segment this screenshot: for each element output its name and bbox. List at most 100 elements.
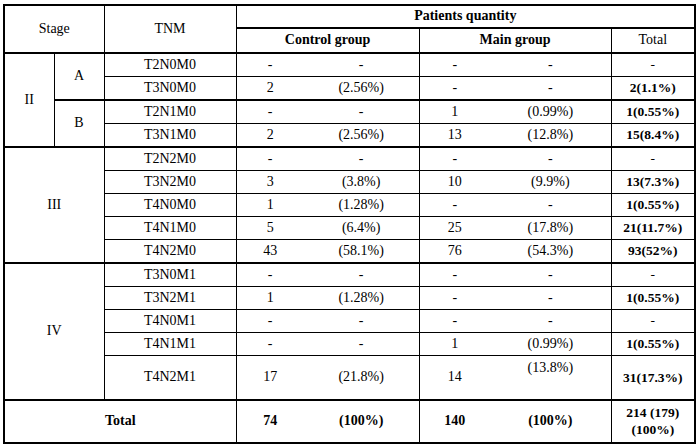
control-percent: (21.8%) [304, 369, 419, 385]
main-cell: 76(54.3%) [419, 240, 611, 264]
main-percent: - [490, 57, 610, 73]
tnm-cell: T3N2M0 [104, 171, 236, 194]
total-cell: 1(0.55%) [611, 333, 695, 356]
control-percent: - [304, 336, 419, 352]
main-count: 25 [420, 220, 491, 236]
main-percent: (17.8%) [490, 220, 610, 236]
total-cell: 93(52%) [611, 240, 695, 264]
header-main-group: Main group [419, 28, 611, 53]
grand-total-line2: (100%) [612, 422, 695, 439]
total-cell: - [611, 53, 695, 77]
total-cell: 1(0.55%) [611, 194, 695, 217]
main-cell: 25(17.8%) [419, 217, 611, 240]
control-count: 2 [237, 127, 304, 143]
header-control-group: Control group [236, 28, 419, 53]
tnm-patients-table: Stage TNM Patients quantity Control grou… [3, 4, 696, 444]
stage-sub-cell-b: B [54, 100, 104, 147]
table-row: IV T3N0M1 -- -- - [4, 263, 695, 287]
tnm-cell: T3N2M1 [104, 287, 236, 310]
control-cell: 2(2.56%) [236, 77, 419, 101]
main-percent: - [490, 267, 610, 283]
control-cell: 1(1.28%) [236, 287, 419, 310]
header-stage: Stage [4, 5, 104, 53]
control-count: 2 [237, 80, 304, 96]
control-count: 1 [237, 197, 304, 213]
total-main-cell: 140(100%) [419, 400, 611, 443]
control-count: - [237, 267, 304, 283]
main-cell: -- [419, 194, 611, 217]
table-row: T4N2M1 17(21.8%) 14(13.8%) 31(17.3%) [4, 356, 695, 401]
tnm-cell: T4N1M1 [104, 333, 236, 356]
control-cell: -- [236, 147, 419, 171]
main-count: 1 [420, 336, 491, 352]
stage-cell-iv: IV [4, 263, 104, 400]
control-cell: 5(6.4%) [236, 217, 419, 240]
main-count: 14 [420, 369, 491, 385]
main-percent: - [490, 151, 610, 167]
tnm-cell: T4N0M0 [104, 194, 236, 217]
total-cell: 1(0.55%) [611, 287, 695, 310]
table-row: T3N2M0 3(3.8%) 10(9.9%) 13(7.3%) [4, 171, 695, 194]
main-cell: -- [419, 53, 611, 77]
main-count: - [420, 57, 491, 73]
main-cell: -- [419, 147, 611, 171]
stage-cell-ii: II [4, 53, 54, 147]
main-count: - [420, 197, 491, 213]
main-count: 1 [420, 104, 491, 120]
tnm-cell: T2N2M0 [104, 147, 236, 171]
total-row-label: Total [4, 400, 236, 443]
control-percent: - [304, 267, 419, 283]
main-percent: - [490, 80, 610, 96]
control-count: 43 [237, 243, 304, 259]
control-percent: - [304, 57, 419, 73]
main-cell: -- [419, 263, 611, 287]
control-percent: (3.8%) [304, 174, 419, 190]
total-cell: - [611, 263, 695, 287]
page: Stage TNM Patients quantity Control grou… [0, 0, 696, 444]
grand-total-line1: 214 (179) [612, 405, 695, 422]
control-cell: 2(2.56%) [236, 124, 419, 148]
control-percent: (1.28%) [304, 197, 419, 213]
control-count: - [237, 313, 304, 329]
main-count: - [420, 290, 491, 306]
control-percent: (1.28%) [304, 290, 419, 306]
tnm-cell: T3N1M0 [104, 124, 236, 148]
tnm-cell: T2N1M0 [104, 100, 236, 124]
total-control-cell: 74(100%) [236, 400, 419, 443]
main-cell: -- [419, 310, 611, 333]
control-cell: 1(1.28%) [236, 194, 419, 217]
stage-cell-iii: III [4, 147, 104, 263]
total-main-count: 140 [420, 413, 491, 429]
total-row: Total 74(100%) 140(100%) 214 (179)(100%) [4, 400, 695, 443]
table-row: T3N0M0 2(2.56%) -- 2(1.1%) [4, 77, 695, 101]
control-count: - [237, 151, 304, 167]
control-percent: (58.1%) [304, 243, 419, 259]
main-count: - [420, 267, 491, 283]
control-count: 1 [237, 290, 304, 306]
control-cell: -- [236, 310, 419, 333]
main-cell: 1(0.99%) [419, 100, 611, 124]
main-count: - [420, 313, 491, 329]
table-row: B T2N1M0 -- 1(0.99%) 1(0.55%) [4, 100, 695, 124]
tnm-cell: T3N0M0 [104, 77, 236, 101]
tnm-cell: T4N2M0 [104, 240, 236, 264]
main-percent: (0.99%) [490, 104, 610, 120]
total-cell: 21(11.7%) [611, 217, 695, 240]
tnm-cell: T4N1M0 [104, 217, 236, 240]
total-cell: 13(7.3%) [611, 171, 695, 194]
table-row: T3N2M1 1(1.28%) -- 1(0.55%) [4, 287, 695, 310]
main-count: - [420, 151, 491, 167]
main-count: 76 [420, 243, 491, 259]
main-percent: (0.99%) [490, 336, 610, 352]
main-percent: (13.8%) [490, 360, 610, 376]
main-percent: - [490, 313, 610, 329]
main-count: 13 [420, 127, 491, 143]
control-percent: (6.4%) [304, 220, 419, 236]
control-percent: - [304, 313, 419, 329]
control-count: - [237, 104, 304, 120]
control-cell: 3(3.8%) [236, 171, 419, 194]
control-percent: - [304, 104, 419, 120]
main-count: 10 [420, 174, 491, 190]
main-cell: -- [419, 287, 611, 310]
control-cell: 43(58.1%) [236, 240, 419, 264]
